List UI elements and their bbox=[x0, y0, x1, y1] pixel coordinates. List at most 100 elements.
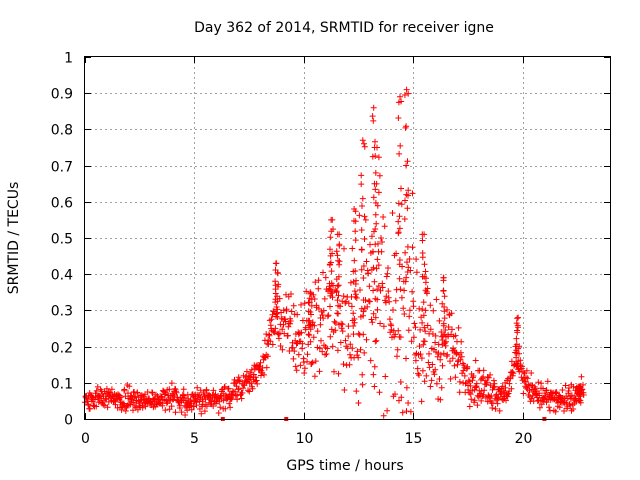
data-point bbox=[327, 252, 334, 259]
data-point bbox=[198, 410, 205, 417]
data-point bbox=[468, 396, 475, 403]
data-point bbox=[373, 180, 380, 187]
data-point bbox=[358, 227, 365, 233]
data-point bbox=[308, 360, 315, 367]
data-point bbox=[404, 158, 411, 165]
data-point bbox=[416, 343, 423, 350]
data-point bbox=[232, 388, 238, 395]
data-point bbox=[457, 356, 464, 363]
data-point bbox=[371, 363, 378, 370]
data-point bbox=[403, 123, 410, 130]
data-point bbox=[217, 404, 224, 411]
data-point bbox=[108, 386, 115, 393]
data-point bbox=[328, 280, 335, 287]
data-point bbox=[465, 386, 472, 393]
data-point bbox=[293, 367, 300, 374]
data-point bbox=[426, 350, 432, 357]
data-point bbox=[306, 332, 313, 339]
data-point bbox=[372, 169, 379, 176]
data-point bbox=[180, 386, 187, 393]
data-point bbox=[422, 328, 429, 335]
data-point bbox=[384, 407, 391, 414]
data-point bbox=[421, 231, 428, 238]
data-point bbox=[401, 216, 408, 222]
data-point bbox=[407, 408, 414, 415]
data-point bbox=[423, 372, 430, 379]
data-point bbox=[176, 405, 183, 411]
data-point bbox=[372, 338, 379, 345]
data-point bbox=[279, 326, 286, 333]
data-point bbox=[159, 402, 166, 409]
data-point bbox=[188, 406, 195, 413]
data-point bbox=[382, 299, 389, 306]
data-point bbox=[221, 383, 228, 390]
data-point bbox=[448, 310, 455, 317]
data-point bbox=[403, 384, 410, 391]
data-point bbox=[194, 384, 201, 391]
data-point bbox=[430, 307, 437, 314]
data-point bbox=[117, 394, 124, 401]
data-point bbox=[379, 284, 386, 291]
data-point bbox=[361, 140, 367, 147]
data-point bbox=[333, 248, 340, 255]
data-point bbox=[432, 332, 439, 339]
data-point bbox=[374, 306, 381, 313]
data-point bbox=[298, 329, 305, 336]
data-point bbox=[441, 315, 448, 322]
data-point bbox=[245, 387, 251, 394]
plot-frame bbox=[84, 56, 611, 420]
data-point bbox=[372, 186, 379, 193]
data-point bbox=[217, 393, 224, 400]
data-point bbox=[289, 344, 296, 351]
data-point bbox=[273, 260, 280, 267]
data-point bbox=[419, 367, 426, 374]
data-point bbox=[409, 288, 416, 295]
data-point bbox=[371, 278, 378, 285]
data-point bbox=[459, 370, 466, 377]
data-point bbox=[466, 378, 473, 385]
data-point bbox=[519, 363, 525, 370]
data-point bbox=[370, 310, 377, 317]
data-point bbox=[385, 288, 392, 295]
data-point bbox=[382, 373, 389, 380]
data-point bbox=[329, 343, 336, 350]
data-point bbox=[397, 286, 404, 293]
data-point bbox=[504, 393, 511, 400]
data-point bbox=[495, 395, 502, 402]
data-point bbox=[327, 246, 333, 253]
data-point bbox=[288, 308, 295, 315]
data-point bbox=[346, 361, 353, 368]
data-point bbox=[370, 371, 377, 378]
y-tick-label: 0.4 bbox=[51, 268, 73, 284]
data-point bbox=[398, 185, 404, 192]
data-point bbox=[456, 378, 463, 385]
data-point bbox=[437, 351, 444, 358]
data-point bbox=[370, 104, 377, 111]
data-point bbox=[274, 314, 281, 320]
y-tick-label: 1 bbox=[64, 51, 73, 67]
data-point bbox=[178, 409, 185, 416]
data-point bbox=[287, 318, 294, 324]
data-point bbox=[321, 295, 328, 302]
data-point bbox=[423, 275, 429, 282]
data-point bbox=[375, 240, 381, 247]
data-point bbox=[398, 294, 405, 301]
data-point bbox=[372, 199, 379, 206]
data-point bbox=[409, 190, 416, 197]
data-point bbox=[236, 377, 243, 383]
data-point bbox=[315, 285, 322, 292]
data-point bbox=[440, 350, 447, 357]
data-point bbox=[467, 391, 474, 398]
data-point bbox=[359, 137, 366, 144]
data-point bbox=[524, 375, 531, 382]
data-point bbox=[356, 212, 363, 219]
data-point bbox=[371, 228, 377, 235]
data-point bbox=[432, 366, 439, 373]
data-point bbox=[173, 389, 180, 396]
data-point bbox=[238, 395, 245, 402]
data-point bbox=[515, 314, 522, 321]
data-point bbox=[494, 394, 501, 401]
data-point bbox=[181, 394, 188, 401]
data-point bbox=[457, 349, 464, 356]
data-point bbox=[327, 292, 334, 299]
